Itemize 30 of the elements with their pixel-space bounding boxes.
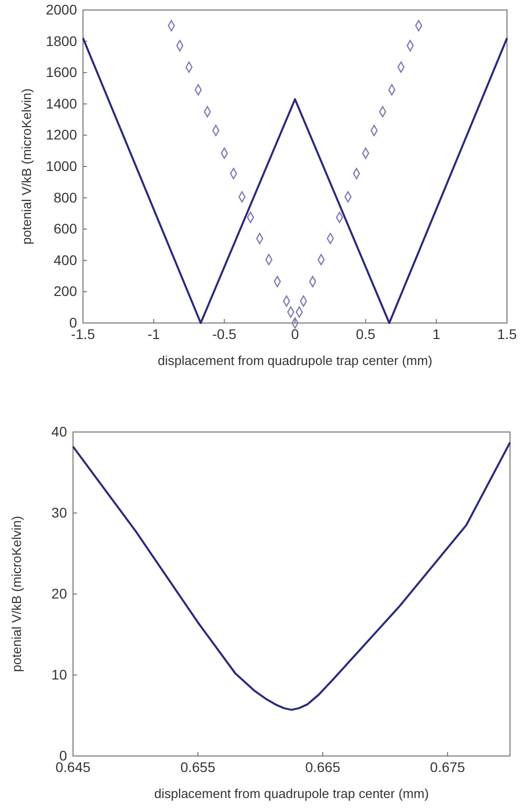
x-tick-label: 0.675	[430, 758, 466, 775]
y-tick-label: 800	[54, 189, 78, 206]
x-tick-label: 1	[432, 326, 440, 342]
y-tick-label: 600	[54, 220, 78, 237]
y-tick-label: 200	[54, 283, 78, 300]
x-axis-title: displacement from quadrupole trap center (mm)	[158, 353, 432, 368]
y-tick-label: 20	[51, 585, 68, 602]
x-axis-title: displacement from quadrupole trap center (mm)	[154, 786, 429, 801]
y-tick-label: 30	[51, 504, 68, 520]
y-axis-title: potenial V/kB (microKelvin)	[19, 88, 34, 245]
y-tick-label: 1600	[46, 64, 78, 80]
y-axis-title: potenial V/kB (microKelvin)	[9, 516, 24, 672]
line-series	[72, 442, 511, 711]
y-tick-label: 2000	[46, 1, 78, 18]
y-tick-label: 40	[51, 423, 68, 440]
x-tick-label: 0.5	[356, 326, 376, 342]
y-tick-label: 1200	[46, 126, 78, 143]
x-tick-label: 0.665	[305, 758, 340, 775]
y-tick-label: 10	[51, 666, 68, 682]
y-tick-label: 0	[59, 747, 68, 764]
y-tick-label: 400	[54, 252, 78, 268]
x-tick-label: -1	[147, 326, 160, 342]
x-tick-label: 0	[291, 326, 300, 342]
y-tick-label: 1000	[46, 158, 78, 174]
y-tick-label: 0	[69, 314, 78, 330]
y-tick-label: 1400	[46, 95, 78, 112]
x-tick-label: -0.5	[212, 326, 237, 342]
y-tick-label: 1800	[46, 32, 78, 49]
x-tick-label: 1.5	[497, 326, 517, 342]
x-tick-label: 0.655	[180, 758, 216, 775]
